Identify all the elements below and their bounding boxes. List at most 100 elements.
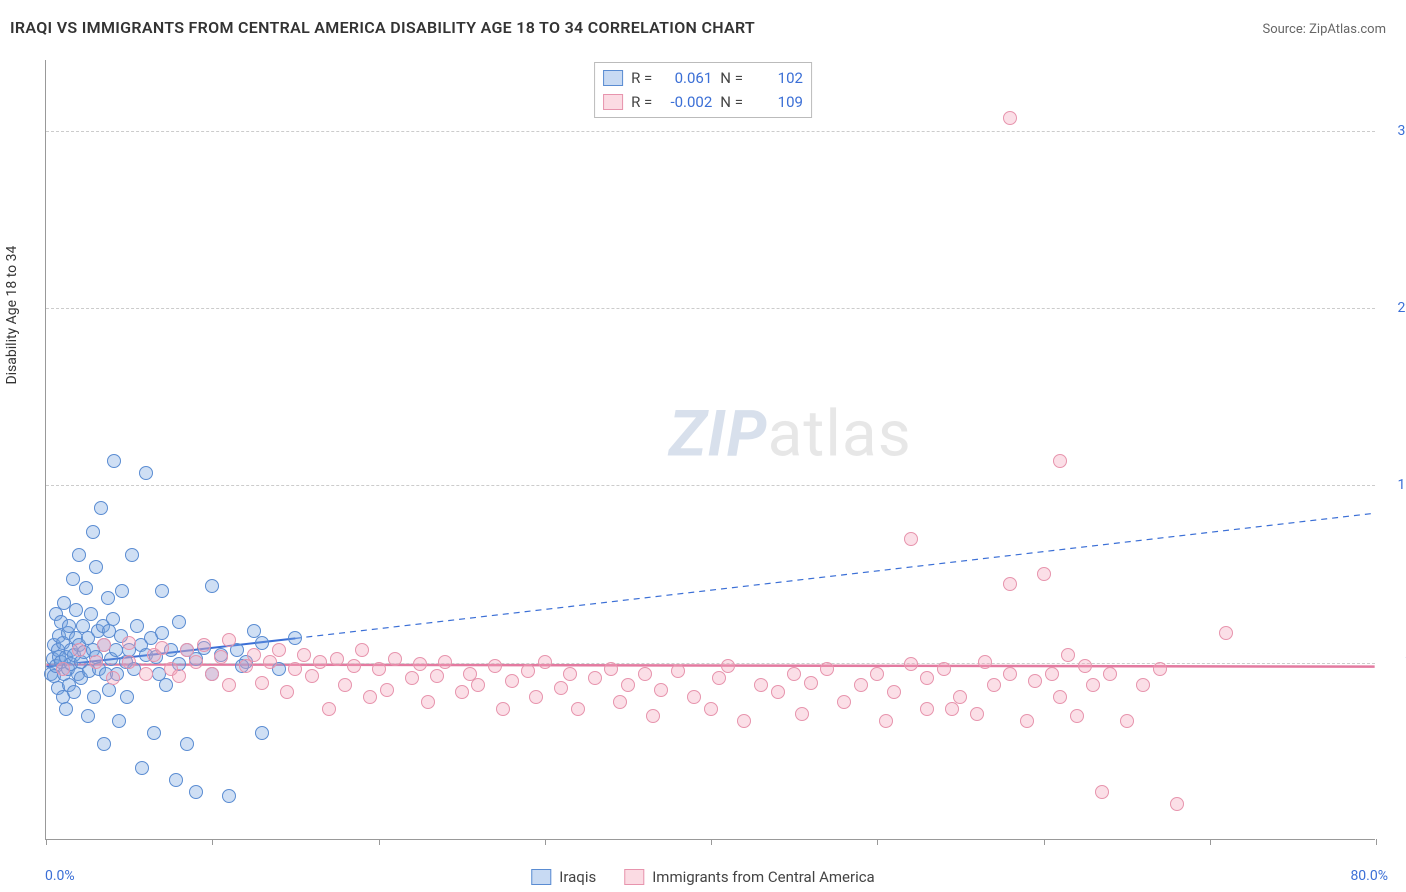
data-point [1086, 678, 1100, 692]
data-point [297, 648, 311, 662]
data-point [330, 652, 344, 666]
r-label: R = [631, 90, 652, 114]
data-point [125, 548, 139, 562]
data-point [305, 669, 319, 683]
data-point [538, 655, 552, 669]
data-point [139, 667, 153, 681]
trend-lines [46, 60, 1375, 839]
x-tick [1376, 839, 1377, 845]
data-point [89, 655, 103, 669]
data-point [413, 657, 427, 671]
data-point [1095, 785, 1109, 799]
n-label: N = [720, 90, 743, 114]
data-point [112, 714, 126, 728]
gridline [46, 485, 1375, 486]
data-point [795, 707, 809, 721]
data-point [388, 652, 402, 666]
data-point [438, 655, 452, 669]
data-point [654, 683, 668, 697]
data-point [737, 714, 751, 728]
data-point [135, 761, 149, 775]
data-point [554, 681, 568, 695]
data-point [820, 662, 834, 676]
data-point [1020, 714, 1034, 728]
data-point [263, 655, 277, 669]
data-point [147, 726, 161, 740]
data-point [613, 695, 627, 709]
y-axis-title: Disability Age 18 to 34 [4, 246, 20, 385]
watermark: ZIPatlas [669, 396, 912, 471]
data-point [372, 662, 386, 676]
data-point [130, 619, 144, 633]
data-point [920, 671, 934, 685]
r-value: -0.002 [660, 90, 712, 114]
data-point [563, 667, 577, 681]
data-point [1045, 667, 1059, 681]
data-point [1003, 667, 1017, 681]
data-point [355, 643, 369, 657]
data-point [222, 633, 236, 647]
legend-stats-row: R = 0.061 N = 102 [603, 66, 803, 90]
data-point [106, 671, 120, 685]
x-tick [1210, 839, 1211, 845]
data-point [255, 726, 269, 740]
data-point [205, 667, 219, 681]
data-point [197, 638, 211, 652]
data-point [272, 643, 286, 657]
data-point [288, 662, 302, 676]
x-tick [46, 839, 47, 845]
data-point [214, 650, 228, 664]
source-attribution: Source: ZipAtlas.com [1262, 22, 1386, 37]
data-point [97, 638, 111, 652]
data-point [405, 671, 419, 685]
y-tick-label: 30.0% [1397, 123, 1406, 139]
data-point [106, 612, 120, 626]
data-point [115, 584, 129, 598]
data-point [139, 466, 153, 480]
data-point [363, 690, 377, 704]
legend-label: Iraqis [559, 868, 596, 886]
x-tick [545, 839, 546, 845]
n-label: N = [720, 66, 743, 90]
data-point [1170, 797, 1184, 811]
data-point [671, 664, 685, 678]
data-point [804, 676, 818, 690]
data-point [854, 678, 868, 692]
data-point [322, 702, 336, 716]
data-point [89, 560, 103, 574]
data-point [621, 678, 635, 692]
data-point [987, 678, 1001, 692]
legend-bottom: IraqisImmigrants from Central America [531, 868, 874, 886]
data-point [288, 631, 302, 645]
data-point [1003, 577, 1017, 591]
data-point [66, 572, 80, 586]
data-point [1103, 667, 1117, 681]
data-point [107, 454, 121, 468]
gridline [46, 308, 1375, 309]
data-point [222, 678, 236, 692]
data-point [79, 581, 93, 595]
r-value: 0.061 [660, 66, 712, 90]
data-point [870, 667, 884, 681]
data-point [787, 667, 801, 681]
data-point [155, 584, 169, 598]
data-point [521, 664, 535, 678]
r-label: R = [631, 66, 652, 90]
x-tick [212, 839, 213, 845]
data-point [67, 685, 81, 699]
x-tick [379, 839, 380, 845]
legend-swatch [603, 70, 623, 86]
data-point [887, 685, 901, 699]
data-point [471, 678, 485, 692]
legend-swatch [624, 869, 644, 885]
data-point [721, 659, 735, 673]
data-point [239, 659, 253, 673]
data-point [1028, 674, 1042, 688]
data-point [189, 785, 203, 799]
data-point [571, 702, 585, 716]
n-value: 102 [751, 66, 803, 90]
data-point [588, 671, 602, 685]
data-point [81, 709, 95, 723]
legend-stats-box: R =0.061N =102R =-0.002N =109 [594, 62, 812, 118]
data-point [638, 667, 652, 681]
